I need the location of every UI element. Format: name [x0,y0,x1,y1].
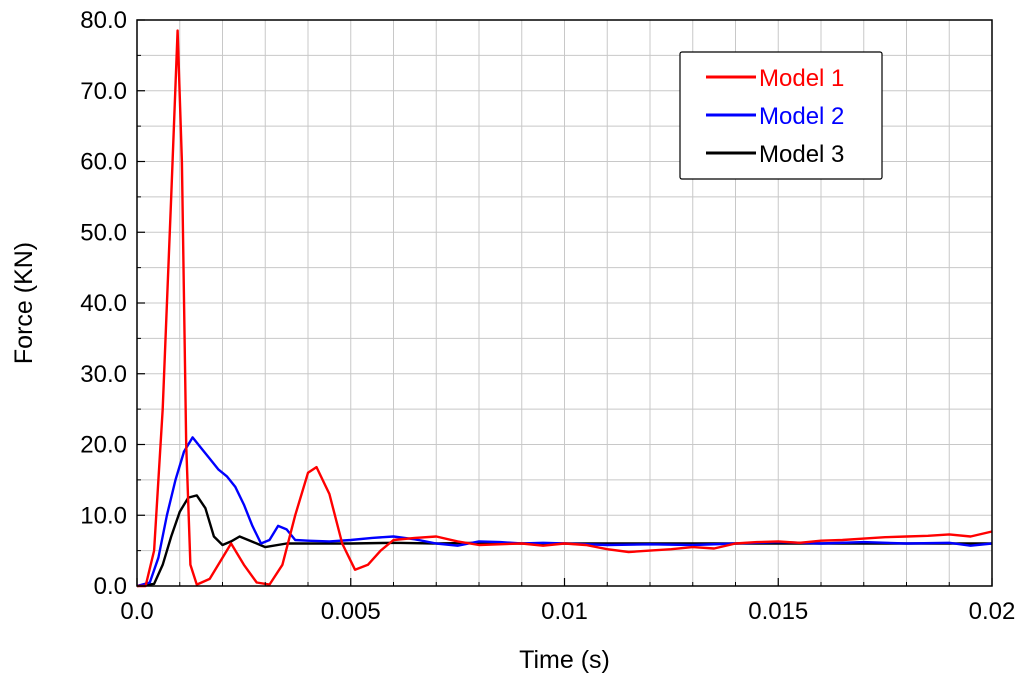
x-tick-label: 0.0 [120,598,153,625]
x-tick-label: 0.005 [321,598,381,625]
y-tick-label: 40.0 [80,290,127,317]
y-tick-labels: 0.0 10.0 20.0 30.0 40.0 50.0 60.0 70.0 80.0 [80,7,127,600]
series-line-model-1 [137,29,993,588]
y-tick-label: 80.0 [80,7,127,34]
x-tick-label: 0.015 [748,598,808,625]
series-layer [136,29,993,588]
legend-label-model-1: Model 1 [759,65,844,92]
grid [137,20,992,586]
legend-label-model-2: Model 2 [759,103,844,130]
x-tick-labels: 0.0 0.005 0.01 0.015 0.02 [120,598,1015,625]
x-tick-label: 0.01 [541,598,588,625]
legend-items: Model 1 Model 2 Model 3 [706,65,844,168]
y-tick-label: 60.0 [80,149,127,176]
y-tick-label: 0.0 [94,573,127,600]
x-tick-label: 0.02 [969,598,1016,625]
axis-ticks [136,19,993,587]
legend-box [679,51,883,180]
y-tick-label: 10.0 [80,502,127,529]
x-axis-label: Time (s) [519,646,610,674]
y-tick-label: 50.0 [80,219,127,246]
legend-label-model-3: Model 3 [759,141,844,168]
legend: Model 1 Model 2 Model 3 [679,51,883,180]
y-axis-label: Force (KN) [10,242,38,364]
y-tick-label: 70.0 [80,78,127,105]
y-tick-label: 20.0 [80,432,127,459]
y-tick-label: 30.0 [80,361,127,388]
